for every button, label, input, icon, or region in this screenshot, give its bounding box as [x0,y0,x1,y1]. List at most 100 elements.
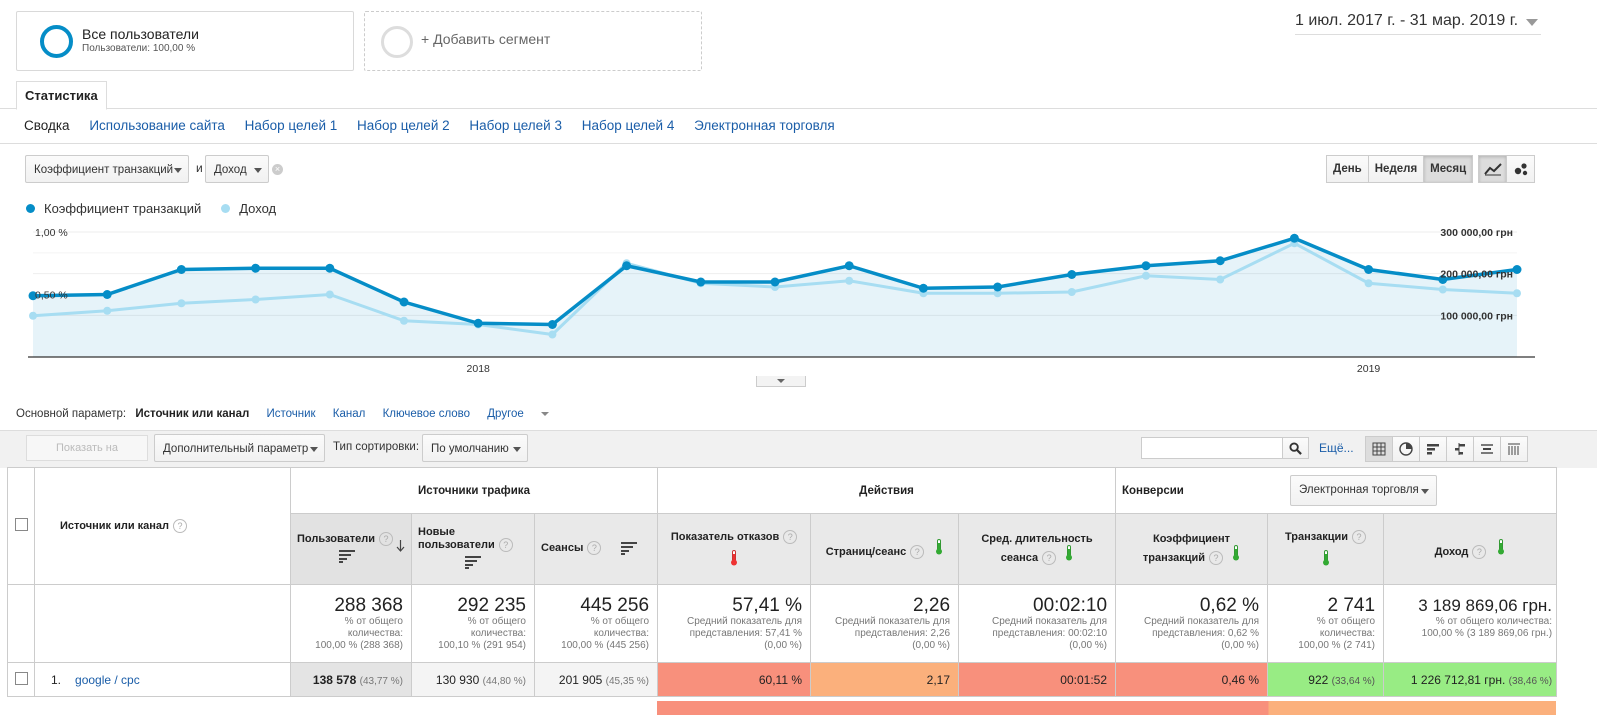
chevron-down-icon [174,168,182,173]
table-search-input[interactable] [1141,437,1283,459]
help-icon[interactable]: ? [910,545,925,560]
line-chart-icon[interactable] [1478,155,1507,183]
col-transactions[interactable]: Транзакции? [1267,513,1385,585]
right-axis-tick-label: 300 000,00 грн [1440,227,1513,239]
help-icon[interactable]: ? [1352,529,1367,544]
help-icon[interactable]: ? [1042,551,1057,566]
row-revenue-value: 1 226 712,81 грн. [1410,672,1506,687]
term-cloud-view-icon[interactable] [1473,436,1501,462]
subnav-goal-set-1[interactable]: Набор целей 1 [244,118,338,133]
subnav-summary[interactable]: Сводка [24,118,70,133]
total-pages-per-session: 2,26 Средний показатель для представления:… [810,584,960,663]
advanced-filter-link[interactable]: Ещё... [1319,441,1354,455]
collapse-chart-handle[interactable] [756,376,806,387]
weighted-sort-icon[interactable] [297,549,405,566]
series-2-point [1513,289,1521,298]
series-2-point [1067,288,1076,296]
total-avg-duration: 00:02:10 Средний показатель для представле… [958,584,1117,663]
data-table-view-icon[interactable] [1365,436,1393,462]
select-all-checkbox[interactable] [14,518,28,531]
dimension-header-label: Источник или канал [60,519,170,532]
help-icon[interactable]: ? [173,519,188,533]
weighted-sort-icon[interactable] [418,555,528,572]
date-range-picker[interactable]: 1 июл. 2017 г. - 31 мар. 2019 г. [1295,12,1541,35]
period-day-button[interactable]: День [1326,155,1369,183]
dimension-other[interactable]: Другое [487,408,563,420]
report-subnav: Сводка Использование сайта Набор целей 1… [24,118,851,133]
help-icon[interactable]: ? [1209,551,1224,566]
chevron-down-icon [777,379,785,383]
secondary-dimension-label: Дополнительный параметр [163,443,309,455]
col-transaction-rate[interactable]: Коэффициент транзакций? [1115,513,1269,585]
col-new-users[interactable]: Новые пользователи? [411,513,535,585]
total-note: 100,00 % (288 368) [315,640,403,651]
comparison-view-icon[interactable] [1446,436,1474,462]
divider [0,143,1597,144]
period-month-button[interactable]: Месяц [1423,155,1474,183]
series-1-point [993,282,1003,292]
chart-legend: Коэффициент транзакций Доход [26,201,296,216]
legend-item-series-2[interactable]: Доход [221,201,276,216]
help-icon[interactable]: ? [1472,545,1487,560]
col-revenue[interactable]: Доход? [1383,513,1558,585]
sort-type-select[interactable]: По умолчанию [422,434,528,462]
dimension-source[interactable]: Источник [266,408,316,420]
segment-all-users[interactable]: Все пользователи Пользователи: 100,00 % [16,11,354,71]
tab-statistics[interactable]: Статистика [16,81,107,110]
row-source-link[interactable]: google / cpc [75,672,140,687]
add-segment-button[interactable]: + Добавить сегмент [364,11,702,71]
col-bounce-rate[interactable]: Показатель отказов? [657,513,812,585]
series-2-point [251,295,260,304]
performance-view-icon[interactable] [1419,436,1447,462]
pivot-view-icon[interactable] [1500,436,1528,462]
help-icon[interactable]: ? [379,532,394,546]
period-week-button[interactable]: Неделя [1367,155,1425,183]
total-note: представления: 57,41 % [689,628,803,639]
motion-chart-icon[interactable] [1506,155,1535,183]
col-sessions[interactable]: Сеансы? [533,513,659,585]
total-value: 2,26 [913,595,951,616]
subnav-goal-set-2[interactable]: Набор целей 2 [357,118,450,133]
row-checkbox[interactable] [14,671,28,685]
legend-item-series-1[interactable]: Коэффициент транзакций [26,201,201,216]
pie-chart-view-icon[interactable] [1392,436,1420,462]
thermometer-green-icon [1497,538,1505,558]
dimension-keyword[interactable]: Ключевое слово [382,408,471,420]
col-users[interactable]: Пользователи? [290,513,412,585]
total-bounce-rate: 57,41 % Средний показатель для представлен… [657,584,812,663]
total-note: (0,00 %) [1069,640,1108,651]
col-avg-session-duration[interactable]: Сред. длительность сеанса? [958,513,1117,585]
total-note: представления: 00:02:10 [992,628,1108,639]
totals-empty-cell [7,584,35,663]
subnav-site-usage[interactable]: Использование сайта [89,118,225,133]
subnav-ecommerce[interactable]: Электронная торговля [694,118,835,133]
help-icon[interactable]: ? [498,538,513,552]
subnav-goal-set-3[interactable]: Набор целей 3 [469,118,562,133]
weighted-sort-icon[interactable] [621,541,638,558]
series-2-point [29,311,37,320]
left-axis-tick-label: 1,00 % [35,227,68,239]
dimension-medium[interactable]: Канал [332,408,366,420]
metric-select-2[interactable]: Доход [205,155,269,183]
row-users-pct: (43,77 %) [359,675,403,687]
col-pages-per-session[interactable]: Страниц/сеанс? [810,513,960,585]
col-transactions-label: Транзакции [1285,530,1349,543]
total-note: % от общего [1316,616,1376,627]
series-2-point [177,299,186,308]
series-1-point [844,261,854,271]
metric-select-1[interactable]: Коэффициент транзакций [25,155,189,183]
dimension-header[interactable]: Источник или канал? [34,467,291,585]
remove-metric-icon[interactable]: × [272,164,283,175]
help-icon[interactable]: ? [783,529,798,544]
total-note: % от общего [467,616,526,627]
conversions-goal-select[interactable]: Электронная торговля [1290,475,1437,506]
help-icon[interactable]: ? [587,540,602,555]
select-all-cell [7,467,35,585]
secondary-dimension-select[interactable]: Дополнительный параметр [154,434,325,462]
plot-rows-button[interactable]: Показать на диаграмме [26,435,148,478]
total-note: 100,00 % (445 256) [561,640,650,651]
total-value: 445 256 [580,595,650,616]
search-button[interactable] [1282,437,1309,459]
subnav-goal-set-4[interactable]: Набор целей 4 [581,118,675,133]
series-2-point [1142,271,1150,280]
